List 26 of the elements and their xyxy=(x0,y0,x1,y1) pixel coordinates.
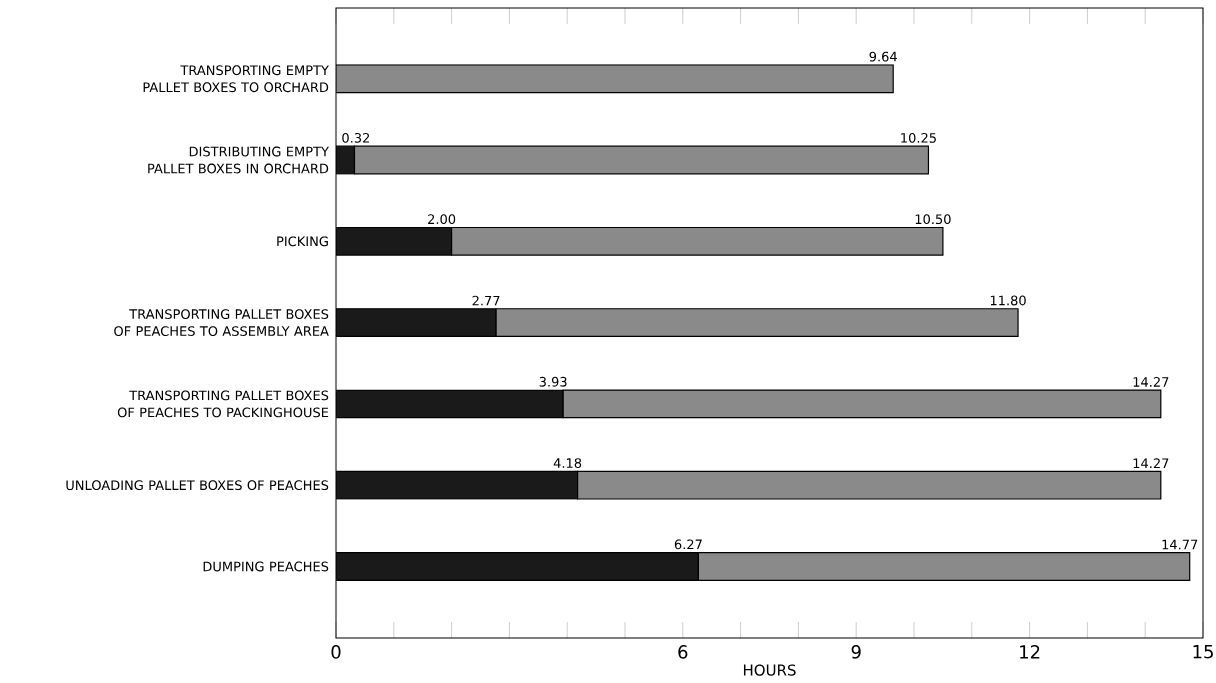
x-tick-label: 6 xyxy=(678,645,688,659)
total-label: 10.50 xyxy=(915,214,951,225)
total-label: 11.80 xyxy=(990,295,1026,306)
data-label: 3.93 xyxy=(539,376,567,387)
y-tick-label: TRANSPORTING PALLET BOXES OF PEACHES TO PACKINGHOUSE xyxy=(117,390,329,418)
x-tick-label: 12 xyxy=(1020,645,1040,659)
total-label: 14.27 xyxy=(1133,377,1169,387)
y-tick-label: DUMPING PEACHES xyxy=(203,561,329,572)
y-tick-label: TRANSPORTING EMPTY PALLET BOXES TO ORCHARD xyxy=(143,65,329,93)
total-label: 10.25 xyxy=(901,132,936,143)
x-tick-label: 0 xyxy=(331,645,341,659)
x-axis-title: HOURS xyxy=(743,664,796,676)
data-label: 2.77 xyxy=(472,295,500,306)
total-label: 9.64 xyxy=(869,51,897,62)
data-label: 6.27 xyxy=(674,539,702,550)
data-label: 0.32 xyxy=(342,132,370,143)
y-tick-label: DISTRIBUTING EMPTY PALLET BOXES IN ORCHARD xyxy=(148,146,329,174)
y-tick-label: PICKING xyxy=(277,236,328,247)
total-label: 14.27 xyxy=(1133,458,1169,468)
data-label: 2.00 xyxy=(428,214,456,225)
y-tick-label: TRANSPORTING PALLET BOXES OF PEACHES TO ASSEMBLY AREA xyxy=(114,309,329,337)
data-label: 4.18 xyxy=(553,458,582,468)
x-tick-label: 15 xyxy=(1193,645,1213,659)
x-tick-label: 9 xyxy=(851,645,861,659)
total-label: 14.77 xyxy=(1162,539,1198,550)
y-tick-label: UNLOADING PALLET BOXES OF PEACHES xyxy=(66,480,329,491)
